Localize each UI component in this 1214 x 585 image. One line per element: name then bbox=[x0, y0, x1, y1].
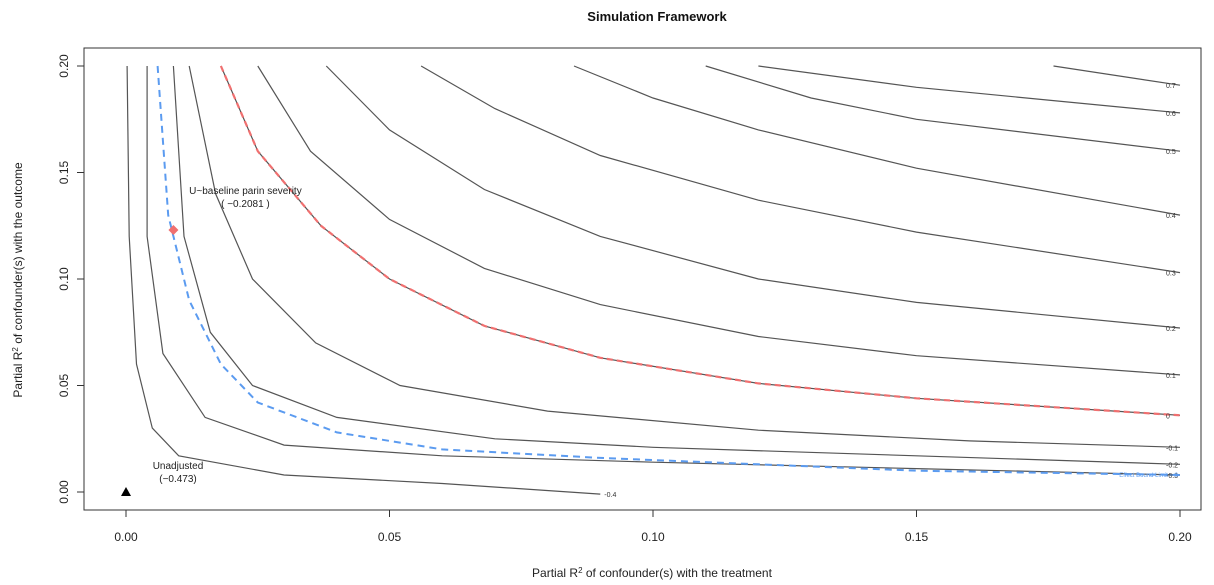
bound-curve-group: Effect Bound Limit = 0 bbox=[156, 65, 1181, 479]
plot-frame bbox=[83, 47, 1202, 511]
contour-label: -0.3 bbox=[1166, 473, 1178, 480]
contour-line bbox=[1053, 65, 1181, 86]
y-tick-label: 0.15 bbox=[57, 160, 71, 184]
y-axis: 0.00 0.05 0.10 0.15 0.20 bbox=[57, 54, 84, 504]
x-axis-label-suffix: of confounder(s) with the treatment bbox=[583, 566, 773, 580]
contour-line bbox=[420, 65, 1181, 274]
contour-line bbox=[172, 65, 1181, 465]
point-markers: Unadjusted (−0.473) U~baseline parin sever… bbox=[121, 186, 302, 496]
chart-title: Simulation Framework bbox=[587, 9, 727, 24]
contour-label: 0.4 bbox=[1166, 213, 1176, 220]
contour-label: 0.5 bbox=[1166, 149, 1176, 156]
x-axis-label-prefix: Partial R bbox=[532, 566, 578, 580]
contour-label: -0.2 bbox=[1166, 462, 1178, 469]
x-axis: 0.00 0.05 0.10 0.15 0.20 bbox=[114, 510, 1192, 544]
contour-label: 0.2 bbox=[1166, 326, 1176, 333]
contour-lines: -0.4 -0.3 -0.2 -0.1 0 0.1 0.2 0.3 0.4 0.5 0.6 0.7 bbox=[126, 65, 1181, 499]
y-tick-label: 0.00 bbox=[57, 480, 71, 504]
contour-label: 0.6 bbox=[1166, 111, 1176, 118]
contour-line bbox=[705, 65, 1181, 152]
contour-label: 0.3 bbox=[1166, 271, 1176, 278]
baseline-value: ( −0.2081 ) bbox=[221, 199, 270, 210]
y-tick-label: 0.10 bbox=[57, 267, 71, 291]
bound-curve-label: Effect Bound Limit = 0 bbox=[1119, 473, 1178, 479]
y-axis-label-suffix: of confounder(s) with the outcome bbox=[11, 162, 25, 347]
x-axis-label: Partial R2 of confounder(s) with the tre… bbox=[532, 566, 773, 581]
x-tick-label: 0.05 bbox=[378, 530, 402, 544]
contour-threshold-dash bbox=[219, 65, 1181, 417]
y-tick-label: 0.05 bbox=[57, 373, 71, 397]
contour-line-threshold bbox=[220, 65, 1181, 416]
contour-line bbox=[126, 65, 601, 495]
contour-line bbox=[573, 65, 1181, 216]
y-tick-label: 0.20 bbox=[57, 54, 71, 78]
contour-label: 0.1 bbox=[1166, 373, 1176, 380]
contour-label: 0 bbox=[1166, 413, 1170, 420]
x-tick-label: 0.15 bbox=[905, 530, 929, 544]
y-axis-label-sup: 2 bbox=[11, 347, 20, 352]
contour-line bbox=[325, 65, 1181, 329]
contour-label: 0.7 bbox=[1166, 83, 1176, 90]
x-tick-label: 0.20 bbox=[1168, 530, 1192, 544]
contour-line bbox=[758, 65, 1181, 114]
baseline-label: U~baseline parin severity bbox=[189, 186, 302, 197]
unadjusted-value: (−0.473) bbox=[159, 474, 197, 485]
contour-line bbox=[188, 65, 1181, 448]
baseline-marker bbox=[168, 225, 179, 236]
unadjusted-marker bbox=[121, 487, 131, 496]
contour-label: -0.4 bbox=[604, 492, 616, 499]
y-axis-label: Partial R2 of confounder(s) with the out… bbox=[11, 162, 26, 398]
unadjusted-label: Unadjusted bbox=[153, 461, 204, 472]
contour-line bbox=[146, 66, 1181, 476]
x-axis-label-sup: 2 bbox=[578, 566, 583, 575]
bound-curve bbox=[156, 65, 1181, 476]
y-axis-label-prefix: Partial R bbox=[11, 351, 25, 397]
contour-line bbox=[257, 65, 1181, 376]
contour-label: -0.1 bbox=[1166, 445, 1178, 452]
x-tick-label: 0.10 bbox=[641, 530, 665, 544]
x-tick-label: 0.00 bbox=[114, 530, 138, 544]
